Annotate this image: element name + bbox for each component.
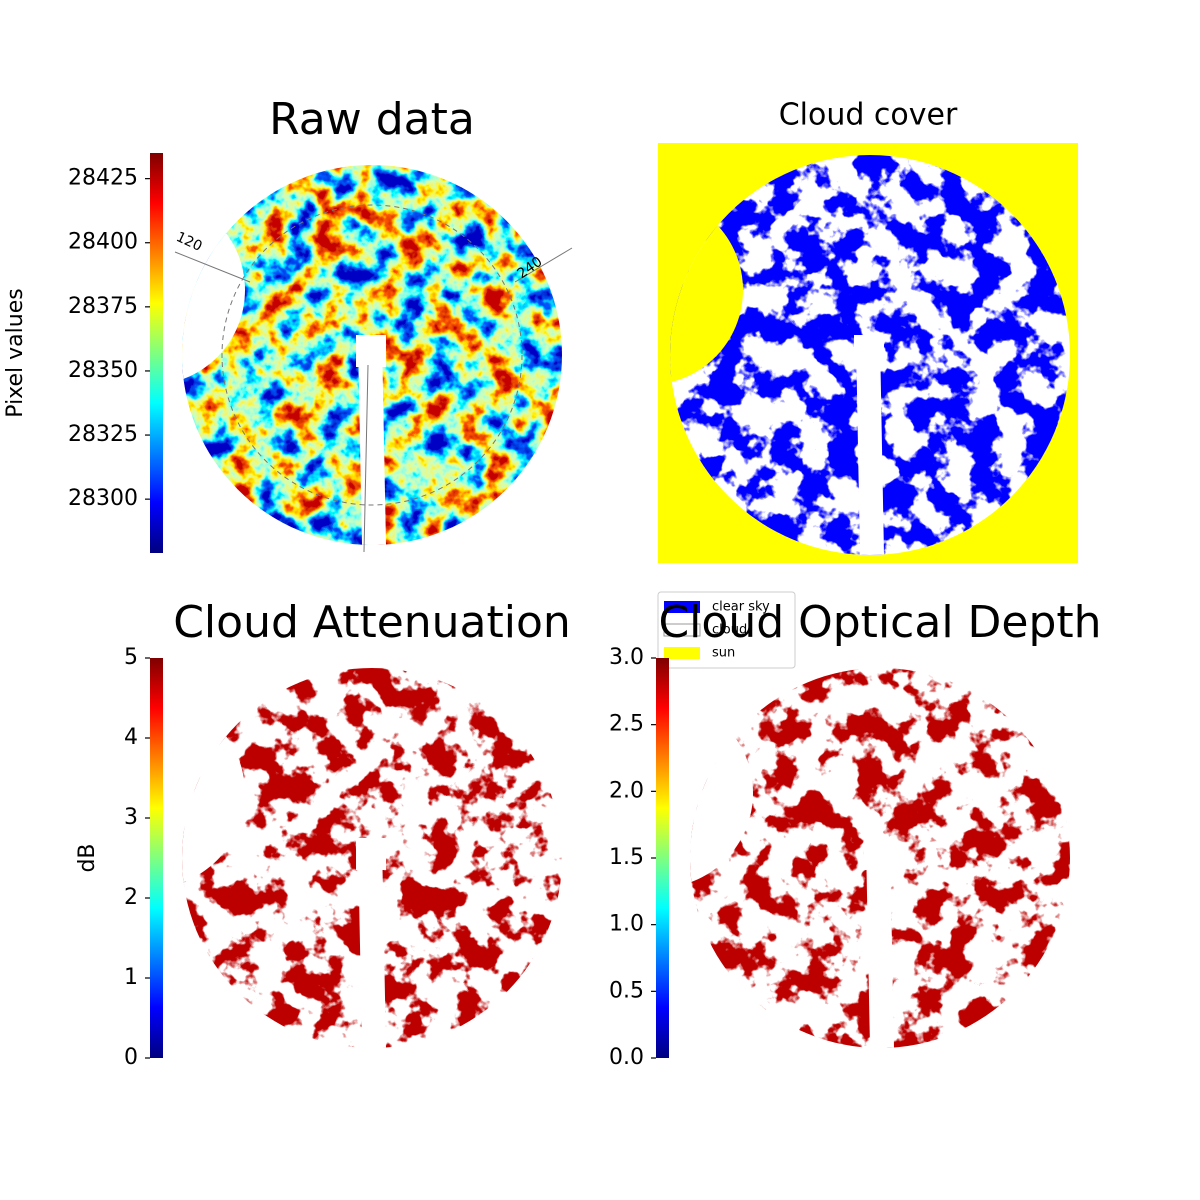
colorbar-tick-label: 1.0 [609,912,644,937]
colorbar-label: dB [75,843,100,872]
colorbar-tick-label: 1.5 [609,845,644,870]
colorbar-tick-label: 3.0 [609,645,644,670]
colorbar [150,658,163,1058]
colorbar-tick-label: 3 [124,805,138,830]
sky-image [182,165,562,545]
shadow-arm [356,335,386,367]
polar-spoke [174,251,251,283]
sky-image [690,668,1070,1048]
chart-title: Cloud Attenuation [173,597,571,648]
shadow-band [358,843,386,1048]
colorbar-tick-label: 5 [124,645,138,670]
shadow-arm [864,838,894,870]
colorbar-tick-label: 28375 [68,294,138,319]
colorbar-tick-label: 0.5 [609,978,644,1003]
chart-title: Cloud cover [779,98,958,133]
legend-label: clear sky [712,600,770,615]
colorbar-tick-label: 28400 [68,230,138,255]
chart-title: Raw data [269,94,475,145]
colorbar-tick-label: 2.5 [609,712,644,737]
colorbar-tick-label: 28300 [68,486,138,511]
shadow-arm [356,838,386,870]
sky-image [182,668,562,1048]
legend-patch [664,647,700,659]
shadow-band [866,843,894,1048]
colorbar [150,153,163,553]
polar-ring [221,204,523,506]
legend-label: cloud [712,623,747,638]
legend-label: sun [712,646,735,661]
colorbar-tick-label: 0.0 [609,1045,644,1070]
sky-image [670,155,1070,555]
shadow-arm [854,335,884,367]
legend-patch [664,601,700,613]
colorbar-tick-label: 28425 [68,166,138,191]
colorbar-tick-label: 28350 [68,358,138,383]
polar-spoke [514,247,573,283]
colorbar-tick-label: 0 [124,1045,138,1070]
colorbar-tick-label: 1 [124,965,138,990]
colorbar-label: Pixel values [3,288,28,417]
polar-spoke [363,364,369,553]
colorbar-tick-label: 2 [124,885,138,910]
legend-patch [663,623,701,637]
colorbar [656,658,669,1058]
colorbar-tick-label: 28325 [68,422,138,447]
shadow-band [358,340,386,545]
polar-label: 120 [174,229,205,255]
chart-title: Cloud Optical Depth [658,597,1101,648]
colorbar-tick-label: 4 [124,725,138,750]
shadow-band [856,340,884,555]
colorbar-tick-label: 2.0 [609,778,644,803]
